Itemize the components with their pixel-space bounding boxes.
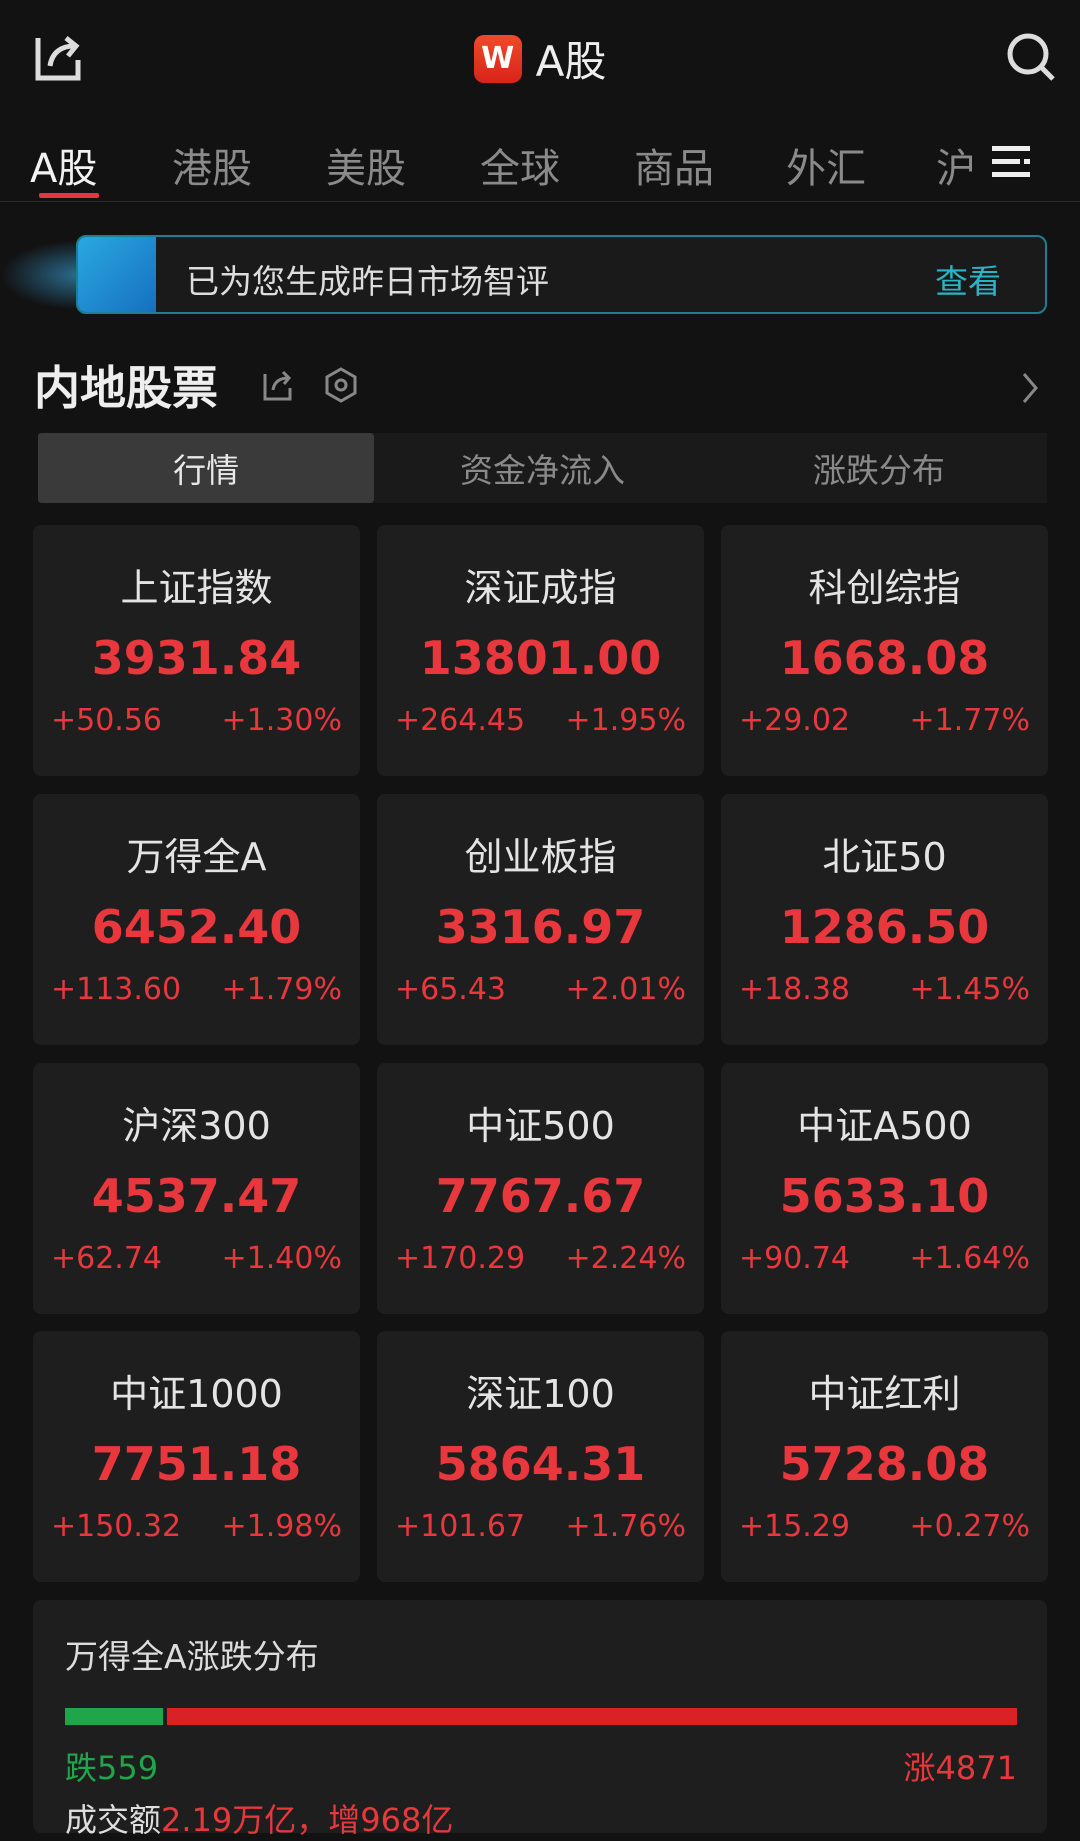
fall-count: 跌559 xyxy=(65,1749,159,1787)
banner-accent xyxy=(78,237,156,312)
index-card[interactable]: 上证指数 3931.84 +50.56 +1.30% xyxy=(33,525,360,776)
share-icon[interactable] xyxy=(32,30,88,86)
index-name: 中证500 xyxy=(466,1104,615,1148)
turnover-label: 成交额 xyxy=(65,1801,162,1839)
index-change: +113.60 xyxy=(51,972,182,1007)
index-value: 6452.40 xyxy=(91,900,302,954)
index-change: +150.32 xyxy=(51,1509,182,1544)
view-button[interactable]: 查看 xyxy=(935,262,1001,301)
tab-forex[interactable]: 外汇 xyxy=(786,146,866,192)
index-name: 北证50 xyxy=(822,835,947,879)
section-subtabs: 行情 资金净流入 涨跌分布 xyxy=(38,433,1047,503)
index-card[interactable]: 科创综指 1668.08 +29.02 +1.77% xyxy=(721,525,1048,776)
index-name: 创业板指 xyxy=(464,835,617,879)
index-change: +29.02 xyxy=(739,703,851,738)
index-name: 深证成指 xyxy=(464,566,617,610)
index-name: 上证指数 xyxy=(120,566,273,610)
index-card[interactable]: 中证500 7767.67 +170.29 +2.24% xyxy=(377,1063,704,1314)
index-value: 7751.18 xyxy=(91,1437,302,1491)
index-change: +18.38 xyxy=(739,972,851,1007)
index-percent: +2.01% xyxy=(565,972,686,1007)
index-name: 沪深300 xyxy=(122,1104,271,1148)
index-card[interactable]: 万得全A 6452.40 +113.60 +1.79% xyxy=(33,794,360,1045)
index-value: 3316.97 xyxy=(435,900,646,954)
index-change: +15.29 xyxy=(739,1509,851,1544)
index-value: 1286.50 xyxy=(779,900,990,954)
index-card[interactable]: 北证50 1286.50 +18.38 +1.45% xyxy=(721,794,1048,1045)
chevron-right-icon[interactable] xyxy=(1020,370,1040,406)
turnover-value: 2.19万亿，增968亿 xyxy=(161,1801,454,1839)
index-card[interactable]: 中证红利 5728.08 +15.29 +0.27% xyxy=(721,1331,1048,1582)
index-name: 中证1000 xyxy=(110,1372,283,1416)
index-name: 中证A500 xyxy=(797,1104,972,1148)
index-change: +65.43 xyxy=(395,972,507,1007)
index-card[interactable]: 深证100 5864.31 +101.67 +1.76% xyxy=(377,1331,704,1582)
index-value: 5864.31 xyxy=(435,1437,646,1491)
index-card[interactable]: 沪深300 4537.47 +62.74 +1.40% xyxy=(33,1063,360,1314)
index-percent: +1.64% xyxy=(909,1241,1030,1276)
tab-more[interactable]: 沪 xyxy=(936,146,976,192)
index-value: 3931.84 xyxy=(91,631,302,685)
index-percent: +2.24% xyxy=(565,1241,686,1276)
market-tabs: A股 港股 美股 全球 商品 外汇 沪 xyxy=(0,130,1080,202)
index-percent: +1.45% xyxy=(909,972,1030,1007)
title-text: A股 xyxy=(535,37,607,86)
index-change: +264.45 xyxy=(395,703,526,738)
tab-global[interactable]: 全球 xyxy=(480,146,560,192)
index-percent: +1.98% xyxy=(221,1509,342,1544)
banner-text: 已为您生成昨日市场智评 xyxy=(186,262,549,301)
tab-commodities[interactable]: 商品 xyxy=(634,146,714,192)
fall-segment xyxy=(65,1708,163,1725)
search-icon[interactable] xyxy=(1004,30,1060,86)
turnover: 成交额2.19万亿，增968亿 xyxy=(65,1795,765,1841)
index-card[interactable]: 中证1000 7751.18 +150.32 +1.98% xyxy=(33,1331,360,1582)
index-value: 5728.08 xyxy=(779,1437,990,1491)
menu-icon[interactable] xyxy=(992,144,1034,180)
page-title: W A股 xyxy=(340,28,740,89)
index-percent: +0.27% xyxy=(909,1509,1030,1544)
banner-glow xyxy=(0,240,80,310)
index-name: 科创综指 xyxy=(808,566,961,610)
index-percent: +1.95% xyxy=(565,703,686,738)
index-value: 7767.67 xyxy=(435,1169,646,1223)
index-name: 中证红利 xyxy=(808,1372,961,1416)
index-percent: +1.76% xyxy=(565,1509,686,1544)
active-tab-indicator xyxy=(39,193,99,198)
index-percent: +1.30% xyxy=(221,703,342,738)
distribution-bar xyxy=(65,1708,1017,1725)
section-title: 内地股票 xyxy=(34,361,218,415)
index-card[interactable]: 中证A500 5633.10 +90.74 +1.64% xyxy=(721,1063,1048,1314)
index-change: +101.67 xyxy=(395,1509,526,1544)
settings-icon[interactable] xyxy=(322,366,360,404)
index-name: 万得全A xyxy=(126,835,267,879)
index-percent: +1.77% xyxy=(909,703,1030,738)
subtab-distribution[interactable]: 涨跌分布 xyxy=(812,451,945,490)
tab-us[interactable]: 美股 xyxy=(326,146,406,192)
rise-count: 涨4871 xyxy=(903,1749,1017,1787)
index-value: 5633.10 xyxy=(779,1169,990,1223)
distribution-card[interactable]: 万得全A涨跌分布 跌559 涨4871 成交额2.19万亿，增968亿 xyxy=(33,1600,1047,1839)
wind-logo: W xyxy=(473,34,522,83)
index-card[interactable]: 深证成指 13801.00 +264.45 +1.95% xyxy=(377,525,704,776)
index-value: 13801.00 xyxy=(419,631,662,685)
rise-segment xyxy=(167,1708,1017,1725)
subtab-quotes[interactable]: 行情 xyxy=(38,433,375,503)
distribution-title: 万得全A涨跌分布 xyxy=(65,1637,319,1676)
ai-review-banner[interactable]: 已为您生成昨日市场智评 查看 xyxy=(76,235,1047,314)
index-percent: +1.79% xyxy=(221,972,342,1007)
index-change: +62.74 xyxy=(51,1241,163,1276)
index-change: +50.56 xyxy=(51,703,163,738)
index-card[interactable]: 创业板指 3316.97 +65.43 +2.01% xyxy=(377,794,704,1045)
tab-hk[interactable]: 港股 xyxy=(172,146,252,192)
index-name: 深证100 xyxy=(466,1372,615,1416)
tab-a-shares[interactable]: A股 xyxy=(30,146,98,192)
subtab-net-inflow[interactable]: 资金净流入 xyxy=(459,451,625,490)
index-value: 4537.47 xyxy=(91,1169,302,1223)
share-icon[interactable] xyxy=(262,368,294,402)
index-change: +90.74 xyxy=(739,1241,851,1276)
index-value: 1668.08 xyxy=(779,631,990,685)
index-percent: +1.40% xyxy=(221,1241,342,1276)
index-change: +170.29 xyxy=(395,1241,526,1276)
